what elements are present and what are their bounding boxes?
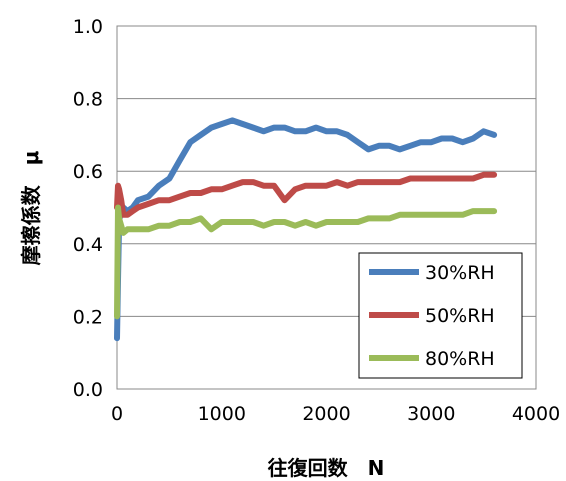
x-axis-title: 往復回数 N xyxy=(268,456,385,480)
y-tick-label: 1.0 xyxy=(73,16,103,38)
y-axis-title: 摩擦係数 μ xyxy=(19,150,43,265)
y-tick-label: 0.4 xyxy=(73,234,103,256)
x-tick-label: 3000 xyxy=(407,403,455,425)
y-tick-label: 0.2 xyxy=(73,306,103,328)
legend-label: 30%RH xyxy=(425,262,495,284)
x-tick-label: 4000 xyxy=(512,403,560,425)
x-tick-label: 1000 xyxy=(198,403,246,425)
series-lines xyxy=(114,117,498,342)
series-line-50%RH xyxy=(114,171,498,218)
x-tick-label: 2000 xyxy=(302,403,350,425)
series-line-80%RH xyxy=(114,204,498,320)
legend: 30%RH 50%RH 80%RH xyxy=(358,252,523,379)
series-line-30%RH xyxy=(114,117,498,342)
x-tick-labels: 0 1000 2000 3000 4000 xyxy=(111,403,560,425)
y-tick-label: 0.6 xyxy=(73,161,103,183)
y-tick-label: 0.8 xyxy=(73,89,103,111)
y-tick-labels: 0.0 0.2 0.4 0.6 0.8 1.0 xyxy=(73,16,103,401)
x-tick-label: 0 xyxy=(111,403,123,425)
legend-label: 50%RH xyxy=(425,305,495,327)
legend-label: 80%RH xyxy=(425,348,495,370)
y-tick-label: 0.0 xyxy=(73,379,103,401)
